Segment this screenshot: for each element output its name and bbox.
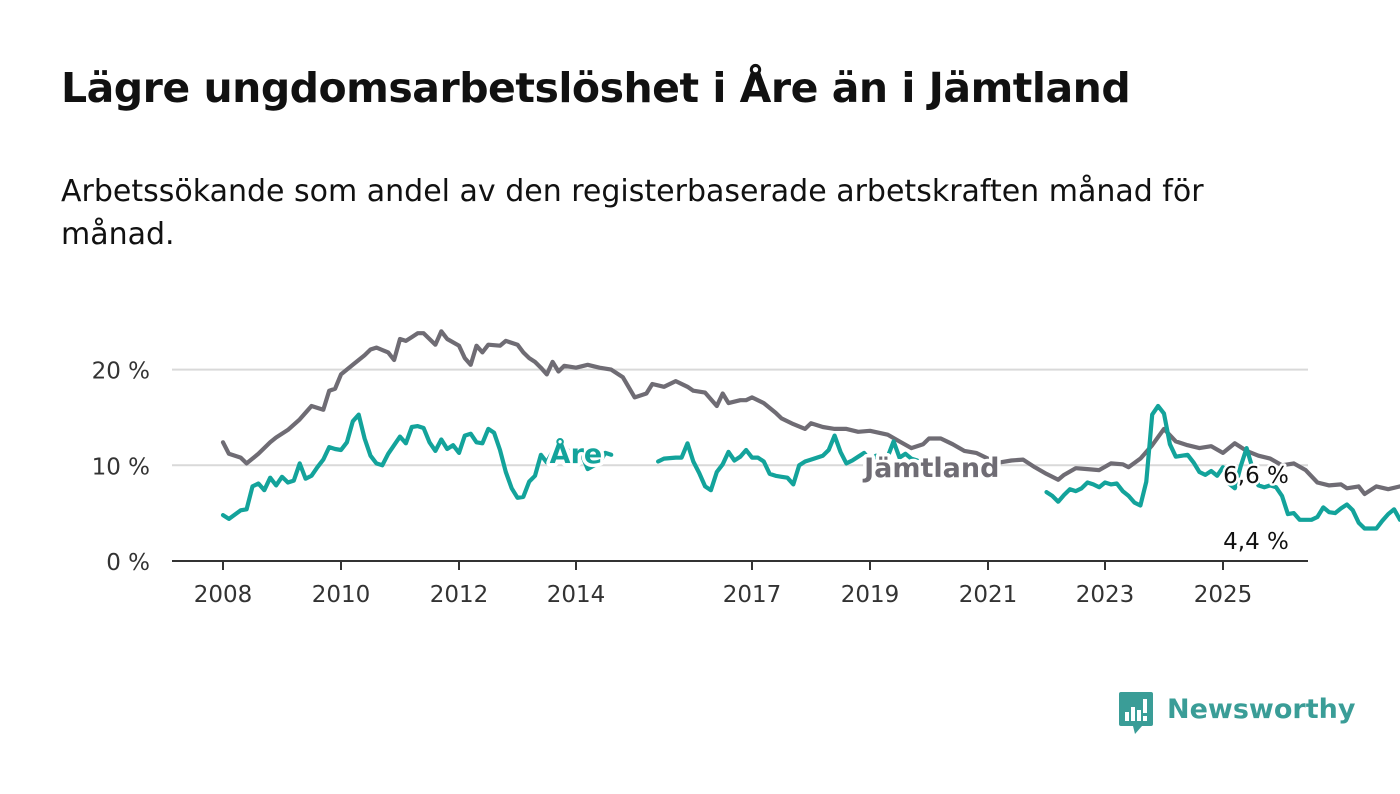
y-tick-label: 20 % xyxy=(92,359,150,385)
chart-subtitle: Arbetssökande som andel av den registerb… xyxy=(61,174,1204,252)
series-label-jamtland: Jämtland xyxy=(862,453,999,484)
axes: 0 % 10 % 20 % 2008 2010 2012 2014 2017 2019 2021 2… xyxy=(92,359,1308,608)
series-labels: Jämtland Åre 6,6 % 4,4 % xyxy=(546,434,1291,557)
x-tick-label: 2023 xyxy=(1076,582,1135,608)
series-line-are xyxy=(220,403,1400,531)
brand-name: Newsworthy xyxy=(1167,693,1356,725)
y-tick-label: 0 % xyxy=(106,550,150,576)
end-value-label-are: 4,4 % xyxy=(1223,529,1289,555)
x-tick-label: 2025 xyxy=(1194,582,1253,608)
x-tick-label: 2008 xyxy=(194,582,253,608)
x-tick-label: 2010 xyxy=(312,582,371,608)
x-tick-label: 2017 xyxy=(723,582,782,608)
series-lines xyxy=(220,329,1400,531)
chart-title: Lägre ungdomsarbetslöshet i Åre än i Jäm… xyxy=(61,64,1131,112)
x-tick-label: 2014 xyxy=(547,582,606,608)
y-tick-label: 10 % xyxy=(92,454,150,480)
series-line-jamtland xyxy=(220,329,1400,497)
x-tick-label: 2021 xyxy=(959,582,1018,608)
brand-logo: Newsworthy xyxy=(1118,690,1355,736)
end-value-label-jamtland: 6,6 % xyxy=(1223,463,1289,489)
x-tick-label: 2012 xyxy=(430,582,489,608)
newsworthy-logo-icon xyxy=(1119,692,1153,734)
series-label-are: Åre xyxy=(550,438,603,470)
x-tick-label: 2019 xyxy=(841,582,900,608)
